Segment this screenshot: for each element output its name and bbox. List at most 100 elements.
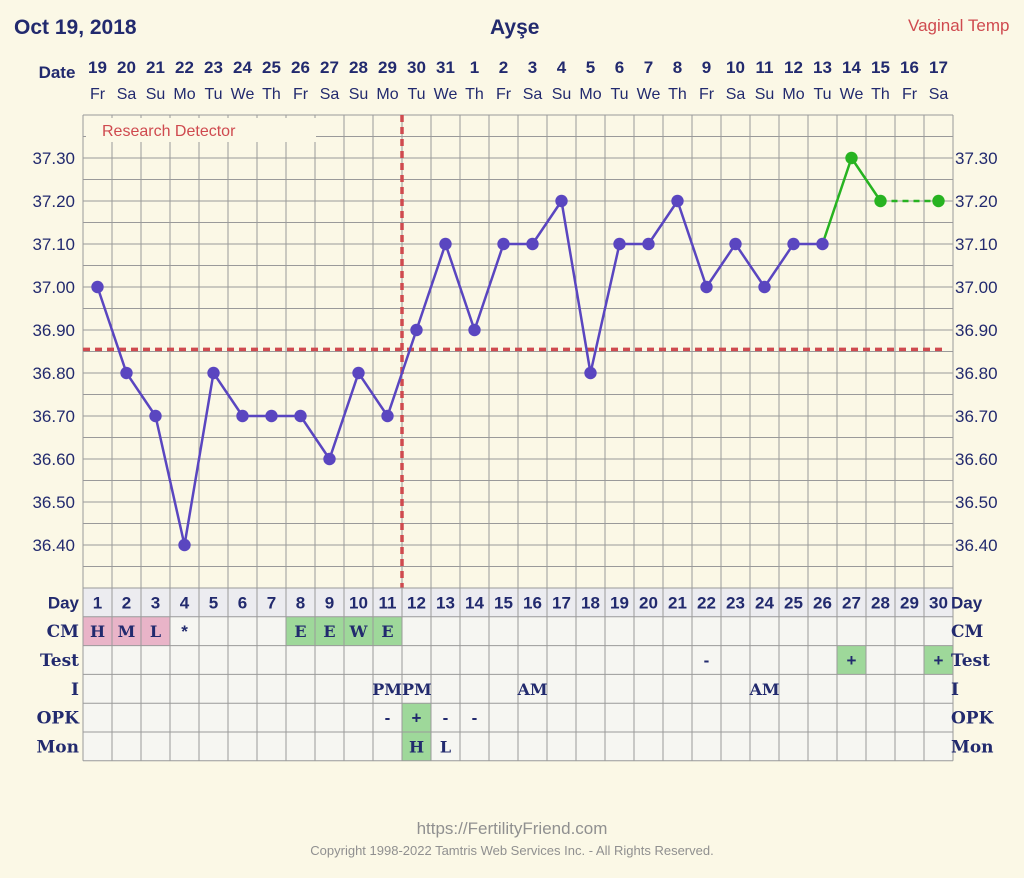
temperature-point	[729, 237, 742, 251]
temperature-point	[323, 452, 336, 466]
date-header: 23	[204, 58, 223, 77]
date-header: 29	[378, 58, 397, 77]
temperature-point-pregnancy	[845, 151, 858, 165]
date-header: 8	[673, 58, 682, 77]
temperature-mode-label: Vaginal Temp	[908, 16, 1010, 35]
y-tick-label-right: 37.00	[955, 278, 998, 297]
date-header: 20	[117, 58, 136, 77]
date-header: 28	[349, 58, 368, 77]
weekday-header: Tu	[407, 86, 425, 103]
row-label-opk: OPK	[37, 709, 81, 729]
cycle-day-number: 5	[209, 593, 218, 612]
weekday-header: Mo	[376, 86, 398, 103]
cycle-day-number: 8	[296, 593, 305, 612]
date-header: 30	[407, 58, 426, 77]
cycle-day-number: 6	[238, 593, 247, 612]
y-tick-label-right: 36.80	[955, 364, 998, 383]
temperature-point	[816, 237, 829, 251]
temperature-point	[613, 237, 626, 251]
detector-label-bg	[86, 118, 316, 142]
cycle-day-number: 11	[379, 593, 397, 612]
cm-cell-text: E	[323, 622, 335, 641]
cm-cell-text: H	[90, 622, 105, 641]
cm-cell-fill	[315, 616, 344, 646]
mon-cell-text: H	[409, 737, 424, 756]
y-tick-label-right: 36.40	[955, 536, 998, 555]
y-tick-label-left: 36.50	[32, 493, 75, 512]
cycle-day-number: 23	[726, 593, 745, 612]
row-label-cm: CM	[47, 622, 80, 642]
weekday-header: Su	[349, 86, 369, 103]
cycle-day-number: 29	[900, 593, 919, 612]
temperature-point	[787, 237, 800, 251]
intercourse-cell-text: PM	[372, 680, 402, 699]
weekday-header: Th	[871, 86, 890, 103]
test-cell-text: -	[704, 651, 710, 670]
y-tick-label-right: 36.70	[955, 407, 998, 426]
weekday-header: Mo	[173, 86, 195, 103]
temperature-point	[149, 409, 162, 423]
date-header: 6	[615, 58, 624, 77]
temperature-point	[236, 409, 249, 423]
weekday-header: Sa	[117, 86, 137, 103]
y-tick-label-right: 37.10	[955, 235, 998, 254]
cycle-day-number: 17	[552, 593, 571, 612]
row-label-cm-right: CM	[951, 622, 984, 642]
date-header: 25	[262, 58, 281, 77]
cycle-day-number: 10	[349, 593, 368, 612]
cm-cell-text: W	[349, 622, 369, 641]
cm-cell-fill	[141, 616, 170, 646]
temperature-point	[265, 409, 278, 423]
temperature-point	[410, 323, 423, 337]
cycle-day-number: 20	[639, 593, 658, 612]
footer-url[interactable]: https://FertilityFriend.com	[416, 819, 608, 838]
date-header: 14	[842, 58, 861, 77]
weekday-header: Su	[755, 86, 775, 103]
date-header: 16	[900, 58, 919, 77]
date-header: 15	[871, 58, 890, 77]
weekday-header: Fr	[293, 86, 309, 103]
temperature-point	[294, 409, 307, 423]
row-label-mon-right: Mon	[951, 737, 994, 757]
temperature-point	[439, 237, 452, 251]
y-tick-label-right: 36.90	[955, 321, 998, 340]
chart-start-date: Oct 19, 2018	[14, 16, 137, 39]
cm-cell-text: L	[150, 622, 161, 641]
cycle-day-number: 14	[465, 593, 484, 612]
date-header: 21	[146, 58, 165, 77]
cycle-day-number: 21	[668, 593, 687, 612]
test-cell-fill	[837, 645, 866, 675]
weekday-header: Mo	[579, 86, 601, 103]
footer-copyright: Copyright 1998-2022 Tamtris Web Services…	[310, 843, 714, 858]
row-label-mon: Mon	[36, 737, 79, 757]
date-header: 4	[557, 58, 567, 77]
cycle-day-number: 24	[755, 593, 774, 612]
cm-cell-fill	[344, 616, 373, 646]
date-header: 19	[88, 58, 107, 77]
cm-cell-fill	[286, 616, 315, 646]
cm-cell-text: E	[294, 622, 306, 641]
y-tick-label-left: 36.60	[32, 450, 75, 469]
weekday-header: Th	[465, 86, 484, 103]
cm-cell-fill	[373, 616, 402, 646]
opk-cell-text: -	[443, 709, 449, 728]
temperature-point	[497, 237, 510, 251]
cycle-day-number: 7	[267, 593, 276, 612]
temperature-point	[91, 280, 104, 294]
date-header: 13	[813, 58, 832, 77]
date-header: 10	[726, 58, 745, 77]
row-label-opk-right: OPK	[951, 709, 995, 729]
date-header: 3	[528, 58, 537, 77]
weekday-header: Fr	[902, 86, 918, 103]
intercourse-cell-text: PM	[402, 680, 432, 699]
temperature-point	[642, 237, 655, 251]
test-cell-text: +	[847, 651, 857, 670]
date-header: 26	[291, 58, 310, 77]
weekday-header: Th	[668, 86, 687, 103]
date-header: 11	[756, 58, 774, 77]
mon-cell-text: L	[440, 737, 451, 756]
temperature-point	[700, 280, 713, 294]
research-detector-label: Research Detector	[102, 123, 236, 140]
cycle-day-number: 2	[122, 593, 131, 612]
